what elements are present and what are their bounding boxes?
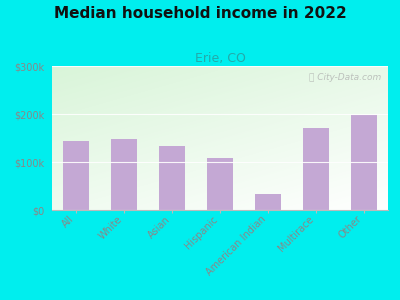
Bar: [207, 158, 233, 210]
Bar: [303, 128, 329, 210]
Bar: [255, 194, 281, 210]
Text: Median household income in 2022: Median household income in 2022: [54, 6, 346, 21]
Title: Erie, CO: Erie, CO: [194, 52, 246, 65]
Bar: [63, 141, 89, 210]
Bar: [111, 140, 137, 210]
Bar: [351, 116, 377, 210]
Text: ⓘ City-Data.com: ⓘ City-Data.com: [309, 73, 381, 82]
Bar: [159, 146, 185, 210]
